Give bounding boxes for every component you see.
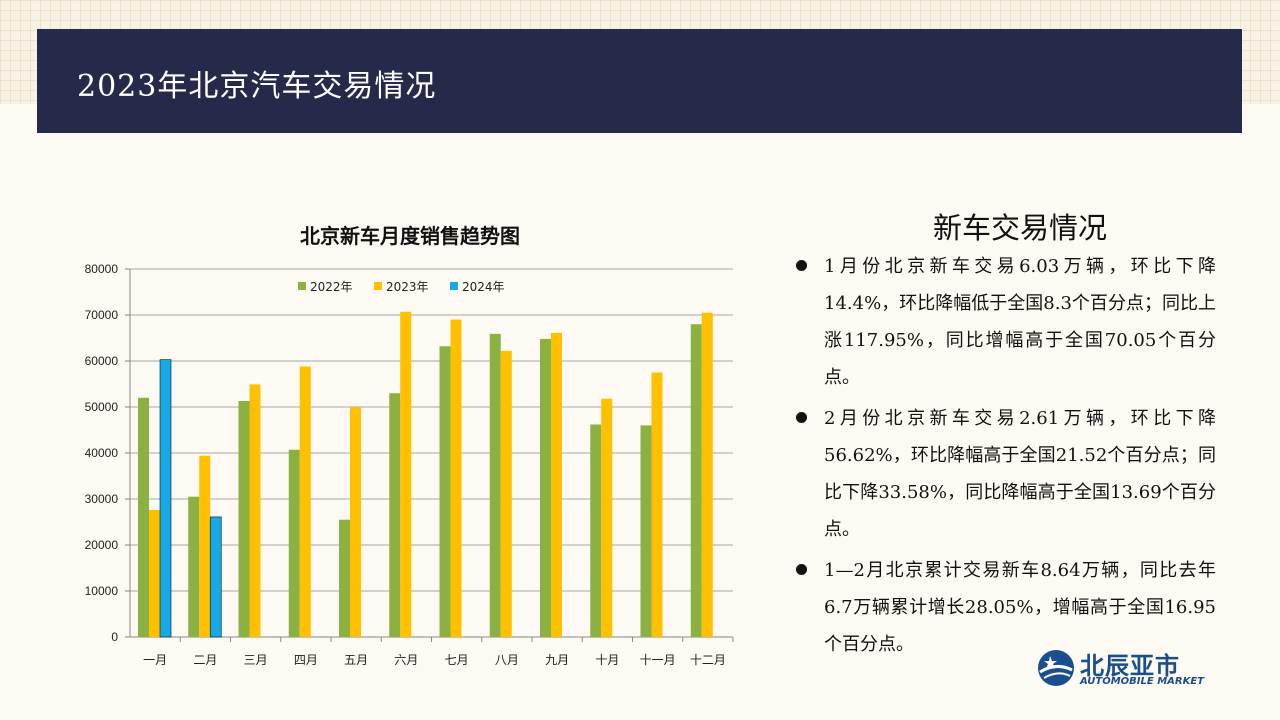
legend-label: 2024年 [462,280,505,294]
logo-globe-icon [1038,650,1074,686]
bar [299,366,311,637]
bullet-list: 1月份北京新车交易6.03万辆，环比下降14.4%，环比降幅低于全国8.3个百分… [796,248,1216,667]
bar [400,311,412,637]
y-tick-label: 60000 [85,354,119,368]
bar [339,519,350,637]
bar [551,332,562,637]
y-tick-label: 0 [111,630,118,644]
bar [149,510,160,637]
bar [138,397,149,637]
bullet-text: 1月份北京新车交易6.03万辆，环比下降14.4%，环比降幅低于全国8.3个百分… [824,256,1216,388]
x-tick-label: 六月 [394,653,418,667]
x-tick-label: 九月 [545,653,569,667]
bullet-dot [796,260,807,271]
y-tick-label: 80000 [85,262,119,276]
bar [500,350,512,637]
panel-title: 新车交易情况 [932,211,1107,245]
bullet-text: 1—2月北京累计交易新车8.64万辆，同比去年6.7万辆累计增长28.05%，增… [824,560,1216,655]
bullet-text: 2月份北京新车交易2.61万辆，环比下降56.62%，环比降幅高于全国21.52… [824,408,1216,540]
title-bar: 2023年北京汽车交易情况 [37,29,1242,133]
x-tick-label: 七月 [445,653,469,667]
bar [540,338,551,637]
y-tick-label: 70000 [85,308,119,322]
bar [199,455,211,637]
bullet-dot [796,412,807,423]
bar [489,333,501,637]
x-tick-label: 一月 [143,653,167,667]
x-tick-label: 二月 [193,653,217,667]
page-title: 2023年北京汽车交易情况 [77,69,437,104]
x-tick-label: 八月 [495,653,519,667]
chart-title: 北京新车月度销售趋势图 [300,224,520,248]
bullet-item: 1—2月北京累计交易新车8.64万辆，同比去年6.7万辆累计增长28.05%，增… [796,552,1216,663]
bullet-dot [796,564,807,575]
bullet-item: 2月份北京新车交易2.61万辆，环比下降56.62%，环比降幅高于全国21.52… [796,400,1216,548]
bar [450,319,462,637]
bar [389,393,401,637]
bar [701,312,713,637]
bar [209,516,222,638]
bullet-item: 1月份北京新车交易6.03万辆，环比下降14.4%，环比降幅低于全国8.3个百分… [796,248,1216,396]
bar [238,401,250,637]
y-tick-label: 40000 [85,446,119,460]
legend-swatch [450,282,458,290]
bar [601,398,613,637]
logo-text-cn: 北辰亚市 [1080,652,1180,680]
x-tick-label: 五月 [344,653,368,667]
bar [640,425,652,637]
x-tick-label: 三月 [244,653,268,667]
y-tick-label: 50000 [85,400,119,414]
legend-swatch [298,282,306,290]
legend-label: 2022年 [310,280,353,294]
legend-swatch [374,282,382,290]
x-tick-label: 十二月 [690,653,726,667]
x-tick-label: 十一月 [640,653,676,667]
bar [690,324,702,637]
bar [288,449,300,637]
bar [590,424,602,637]
bar [439,346,451,637]
bar [249,384,261,637]
x-tick-label: 四月 [294,653,318,667]
bar [159,359,172,638]
y-tick-label: 20000 [85,538,119,552]
bar [651,372,663,637]
logo-text-en: AUTOMOBILE MARKET [1080,676,1205,687]
bar [188,496,200,637]
legend-label: 2023年 [386,280,429,294]
bar [350,407,361,637]
y-tick-label: 30000 [85,492,119,506]
y-tick-label: 10000 [85,584,119,598]
x-tick-label: 十月 [595,653,619,667]
company-logo: 北辰亚市 AUTOMOBILE MARKET [1036,646,1211,692]
